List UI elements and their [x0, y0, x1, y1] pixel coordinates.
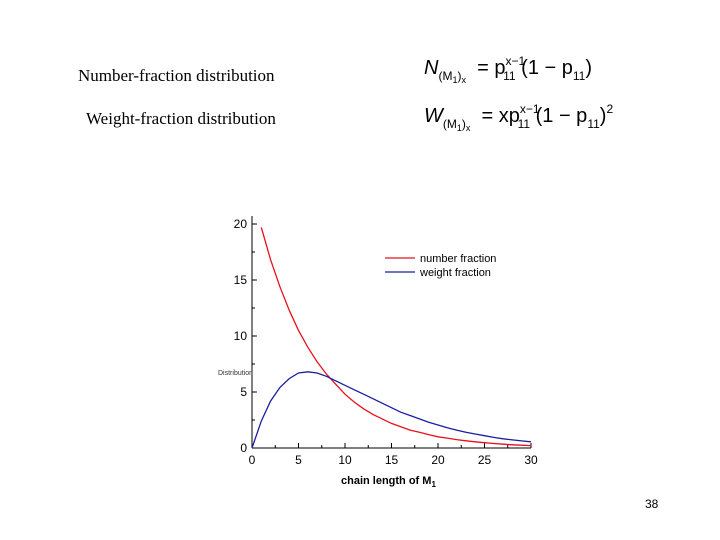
- legend-label: weight fraction: [419, 267, 491, 279]
- formula-w-lhs-subsub: 1: [456, 123, 462, 133]
- formula-n-rhs-tail-sub: 11: [572, 69, 586, 83]
- x-tick-label: 20: [431, 453, 445, 467]
- x-axis-label-sub: 1: [431, 480, 436, 489]
- formula-w-rhs-close-sup: 2: [606, 102, 614, 116]
- chart-legend: number fraction weight fraction: [385, 253, 496, 279]
- x-axis-label: chain length of M1: [341, 475, 436, 489]
- formula-n-rhs-sub: 11: [503, 69, 516, 83]
- page-number: 38: [645, 497, 659, 511]
- x-axis-label-main: chain length of M: [341, 475, 431, 487]
- formula-w-lhs-sub-open: (M: [442, 117, 457, 131]
- formula-w-rhs-sub: 11: [517, 117, 531, 131]
- chart-series: [251, 227, 532, 449]
- formula-w-lhs: W: [424, 105, 443, 127]
- formula-w-rhs: = xp: [481, 105, 520, 127]
- formula-n-lhs-subx: x: [461, 75, 466, 85]
- x-tick-label: 15: [385, 453, 399, 467]
- formula-w-lhs-subx: x: [465, 123, 471, 133]
- formula-w-rhs-close: ): [599, 105, 607, 127]
- formula-w-lhs-sub-close: ): [461, 117, 466, 131]
- formula-n-rhs-sup: x−1: [505, 54, 526, 68]
- formula-n-rhs: = p: [477, 57, 506, 79]
- x-tick-label: 25: [478, 453, 492, 467]
- y-tick-label: 15: [234, 273, 248, 287]
- formula-w-rhs-tail-sub: 11: [587, 117, 600, 131]
- formula-w-lhs-sub: (M1)x: [442, 117, 471, 133]
- formula-n-rhs-tail: (1 − p: [521, 57, 573, 79]
- formula-n-lhs-sub-close: ): [457, 69, 462, 83]
- x-tick-label: 10: [338, 453, 352, 467]
- x-tick-label: 0: [249, 453, 256, 467]
- formula-n-lhs-sub-open: (M: [438, 69, 453, 83]
- number-fraction-label: Number-fraction distribution: [78, 66, 275, 85]
- formula-n-lhs-subsub: 1: [452, 75, 458, 85]
- x-tick-label: 30: [524, 453, 538, 467]
- y-tick-label: 10: [234, 329, 248, 343]
- series-line-weight-fraction: [251, 371, 532, 449]
- weight-fraction-formula: W(M1)x = xpx−111 (1 − p11)2: [424, 103, 613, 133]
- legend-label: number fraction: [420, 253, 496, 265]
- chart-axes: 0 5 10 15 20 25 30 0 5 10 15 20: [234, 216, 538, 467]
- y-tick-label: 0: [240, 441, 247, 455]
- weight-fraction-label: Weight-fraction distribution: [86, 109, 276, 128]
- x-tick-label: 5: [295, 453, 302, 467]
- series-line-number-fraction: [260, 227, 532, 447]
- y-tick-label: 5: [240, 385, 247, 399]
- formula-n-lhs-sub: (M1)x: [438, 69, 466, 85]
- y-axis-label: Distribution: [218, 370, 253, 377]
- formula-n-rhs-close: ): [585, 57, 593, 79]
- formula-w-rhs-sup: x−1: [519, 102, 540, 116]
- formula-n-lhs: N: [424, 57, 439, 79]
- y-tick-label: 20: [234, 217, 248, 231]
- formula-w-rhs-tail: (1 − p: [535, 105, 588, 127]
- number-fraction-formula: N(M1)x = px−111 (1 − p11): [424, 55, 593, 85]
